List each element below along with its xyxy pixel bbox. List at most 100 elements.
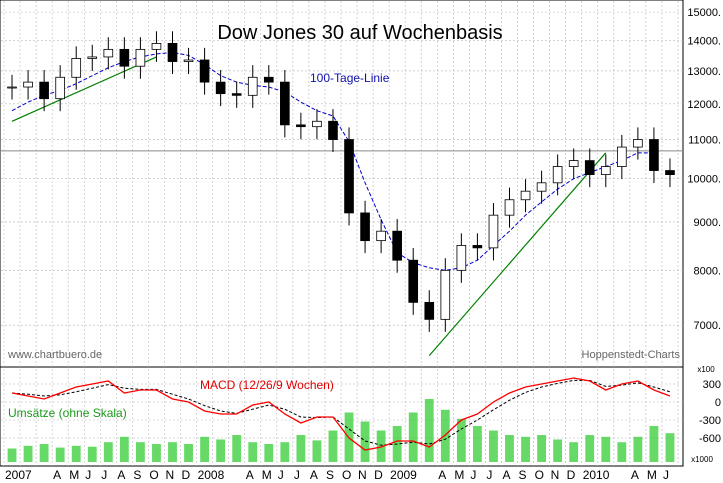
volume-bar bbox=[232, 435, 242, 462]
x-tick-label: A bbox=[117, 468, 125, 482]
macd-tick-label: -600 bbox=[699, 433, 721, 445]
macd-signal-line bbox=[11, 379, 671, 446]
volume-bar bbox=[87, 446, 97, 462]
volume-bar bbox=[569, 442, 579, 462]
x-tick-label: M bbox=[69, 468, 79, 482]
source-text: Hoppenstedt-Charts bbox=[582, 349, 681, 361]
x-tick-label: S bbox=[326, 468, 334, 482]
price-candle bbox=[344, 139, 354, 214]
x-tick-label: D bbox=[182, 468, 191, 482]
volume-bar bbox=[585, 435, 595, 462]
volume-bar bbox=[617, 442, 627, 462]
volume-bar bbox=[472, 426, 482, 462]
price-candle bbox=[71, 58, 82, 78]
volume-bar bbox=[553, 439, 563, 462]
price-candle bbox=[167, 43, 178, 62]
x-tick-label: N bbox=[551, 468, 560, 482]
x-axis: 2007 A M J J A S O N D 2008 A M J J A S O N D 2009 A M J J A S O N D 2… bbox=[5, 468, 669, 482]
volume-bar bbox=[7, 448, 17, 462]
price-candle bbox=[135, 48, 146, 67]
volume-bar bbox=[264, 444, 274, 462]
moving-average-line bbox=[11, 51, 654, 271]
volume-bar bbox=[71, 445, 81, 462]
volume-bar bbox=[537, 435, 547, 462]
macd-title: MACD (12/26/9 Wochen) bbox=[200, 378, 334, 392]
price-overlays bbox=[1, 51, 683, 357]
volume-bar bbox=[248, 442, 258, 462]
x-tick-label: 2010 bbox=[583, 468, 610, 482]
x-tick-label: A bbox=[631, 468, 639, 482]
volume-label: Umsätze (ohne Skala) bbox=[8, 406, 127, 420]
macd-line bbox=[11, 377, 671, 451]
volume-bar bbox=[440, 409, 450, 462]
x-tick-label: J bbox=[85, 468, 91, 482]
volume-bar bbox=[649, 426, 659, 462]
x-tick-label: M bbox=[647, 468, 657, 482]
macd-panel-frame bbox=[0, 366, 684, 467]
volume-bar bbox=[424, 399, 434, 462]
volume-bar bbox=[328, 430, 338, 462]
volume-bar bbox=[521, 436, 530, 462]
x-tick-label: D bbox=[567, 468, 576, 482]
y-tick-label: 13000. bbox=[687, 66, 721, 78]
x-tick-label: D bbox=[374, 468, 383, 482]
volume-bar bbox=[601, 436, 611, 462]
volume-bar bbox=[200, 436, 210, 462]
x-tick-label: A bbox=[438, 468, 446, 482]
price-candle bbox=[408, 259, 419, 303]
trend-line bbox=[11, 56, 157, 122]
price-candle bbox=[633, 139, 643, 148]
price-candle bbox=[536, 182, 547, 192]
x-tick-label: M bbox=[262, 468, 272, 482]
volume-bar bbox=[360, 421, 370, 462]
price-candle bbox=[520, 190, 531, 201]
x-tick-label: S bbox=[133, 468, 141, 482]
price-candle bbox=[103, 48, 114, 58]
price-candle bbox=[328, 120, 338, 140]
macd-tick-label: -300 bbox=[699, 415, 721, 427]
volume-bar bbox=[55, 447, 65, 462]
price-candle bbox=[360, 212, 370, 242]
price-candle bbox=[472, 245, 483, 249]
volume-bar bbox=[296, 435, 306, 462]
price-candle bbox=[392, 230, 402, 261]
volume-bar bbox=[665, 433, 675, 462]
x-tick-label: J bbox=[294, 468, 300, 482]
volume-bar bbox=[39, 444, 49, 462]
x-tick-label: A bbox=[53, 468, 61, 482]
price-candle bbox=[552, 166, 563, 184]
x-tick-label: A bbox=[502, 468, 510, 482]
y-tick-label: 12000. bbox=[687, 99, 721, 111]
volume-bar bbox=[408, 412, 418, 462]
price-candle bbox=[119, 48, 130, 67]
x-tick-label: N bbox=[165, 468, 174, 482]
price-candle bbox=[424, 301, 435, 320]
y-tick-label: 15000. bbox=[687, 7, 721, 19]
x-tick-label: J bbox=[486, 468, 492, 482]
x-tick-label: A bbox=[310, 468, 318, 482]
price-candle bbox=[55, 76, 65, 100]
price-candle bbox=[215, 81, 226, 95]
x-tick-label: 2007 bbox=[5, 468, 32, 482]
x-tick-label: A bbox=[246, 468, 254, 482]
volume-bar bbox=[184, 444, 193, 462]
x-tick-label: J bbox=[663, 468, 669, 482]
volume-bar bbox=[23, 445, 33, 462]
price-candle bbox=[617, 146, 627, 167]
y-tick-label: 14000. bbox=[687, 35, 721, 47]
chart-title: Dow Jones 30 auf Wochenbasis bbox=[217, 22, 502, 44]
price-candle bbox=[263, 76, 274, 83]
x-tick-label: J bbox=[470, 468, 476, 482]
price-candle bbox=[23, 81, 33, 88]
volume-bar bbox=[633, 436, 643, 462]
price-y-axis: 7000. 8000. 9000. 10000. 11000. 12000. 13000. 1… bbox=[687, 7, 721, 332]
price-candle bbox=[231, 93, 242, 96]
macd-series bbox=[7, 377, 675, 462]
x-tick-label: M bbox=[454, 468, 464, 482]
x-tick-label: 2009 bbox=[390, 468, 417, 482]
volume-bar bbox=[505, 435, 514, 462]
price-candle bbox=[280, 81, 290, 126]
price-candle bbox=[87, 56, 98, 59]
